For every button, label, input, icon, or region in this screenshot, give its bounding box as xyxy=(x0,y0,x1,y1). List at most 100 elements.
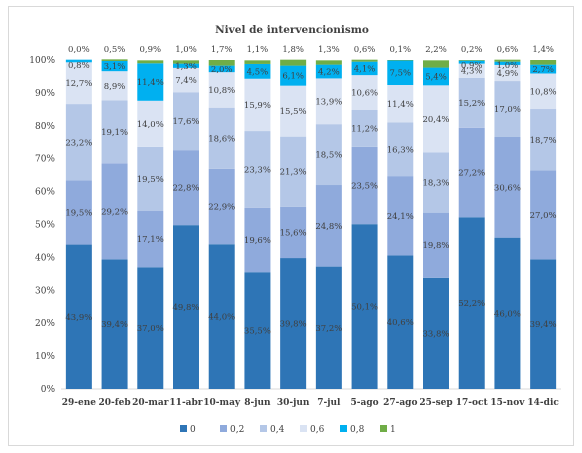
bar-segment xyxy=(244,131,271,208)
legend-swatch xyxy=(180,425,187,432)
bar-segment xyxy=(137,267,164,389)
legend-label: 0,2 xyxy=(230,425,244,435)
data-label: 39,8% xyxy=(280,320,307,330)
y-tick-label: 50% xyxy=(35,221,55,231)
y-tick-label: 20% xyxy=(35,319,55,329)
y-tick-label: 0% xyxy=(41,385,56,395)
data-label: 20,4% xyxy=(422,115,449,125)
bar-segment xyxy=(315,185,342,267)
x-tick-label: 15-nov xyxy=(490,398,525,408)
data-label: 37,2% xyxy=(315,324,342,334)
x-tick-label: 11-abr xyxy=(169,398,202,408)
data-label: 19,5% xyxy=(137,175,164,185)
data-label: 6,1% xyxy=(282,72,304,82)
data-label: 0,1% xyxy=(389,45,411,55)
x-tick-label: 20-feb xyxy=(98,398,130,408)
data-label: 1,3% xyxy=(318,45,340,55)
bar-segment xyxy=(101,100,128,164)
data-label: 52,2% xyxy=(458,299,485,309)
y-tick-label: 30% xyxy=(35,286,55,296)
legend-swatch xyxy=(260,425,267,432)
bar-segment xyxy=(423,85,449,153)
data-label: 0,0% xyxy=(68,45,90,55)
data-label: 27,0% xyxy=(530,211,557,221)
data-label: 4,5% xyxy=(247,67,269,77)
data-label: 0,5% xyxy=(104,45,126,55)
data-label: 17,6% xyxy=(172,117,199,127)
data-label: 18,7% xyxy=(530,136,557,146)
data-label: 22,8% xyxy=(172,184,199,194)
legend-swatch xyxy=(340,425,347,432)
bar-segment xyxy=(351,59,378,62)
data-label: 23,3% xyxy=(244,165,271,175)
data-label: 1,4% xyxy=(532,45,554,55)
bar-segment xyxy=(101,59,128,61)
bar-segment xyxy=(65,244,92,389)
data-label: 2,2% xyxy=(425,45,447,55)
data-label: 7,5% xyxy=(389,69,411,79)
bar-segment xyxy=(208,65,235,73)
data-label: 4,9% xyxy=(497,69,519,79)
bar-segment xyxy=(280,206,307,259)
bar-segment xyxy=(423,60,449,68)
bar-segment xyxy=(137,100,164,147)
bar-segment xyxy=(315,60,342,65)
legend-label: 0,4 xyxy=(270,425,285,435)
data-label: 0,6% xyxy=(354,45,376,55)
bar-segment xyxy=(280,65,307,86)
bar-segment xyxy=(101,60,128,72)
x-tick-label: 10-may xyxy=(203,398,241,408)
data-label: 24,8% xyxy=(315,222,342,232)
data-label: 4,3% xyxy=(461,67,483,77)
bar-segment xyxy=(280,258,307,389)
bar-segment xyxy=(351,224,378,389)
legend-label: 0,8 xyxy=(350,425,365,435)
data-label: 33,8% xyxy=(422,329,449,339)
data-label: 18,3% xyxy=(422,179,449,189)
data-label: 1,1% xyxy=(247,45,269,55)
bar-segment xyxy=(173,225,199,389)
legend-label: 0 xyxy=(190,425,196,435)
data-label: 3,1% xyxy=(104,62,126,72)
data-label: 22,9% xyxy=(208,203,235,213)
data-labels: 43,9% 19,5% 23,2% 12,7% 0,8% 0,0% 39,4% 29,2% 19… xyxy=(65,45,556,339)
data-label: 0,2% xyxy=(461,45,483,55)
bar-segment xyxy=(137,60,164,64)
bar-segment xyxy=(387,85,414,123)
data-label: 44,0% xyxy=(208,313,235,323)
data-label: 8,9% xyxy=(104,82,126,92)
bar-segment xyxy=(458,60,485,64)
legend-label: 1 xyxy=(390,425,396,435)
data-label: 0,6% xyxy=(497,45,519,55)
bar-segment xyxy=(423,212,449,278)
x-tick-label: 25-sep xyxy=(419,398,452,408)
x-tick-label: 5-ago xyxy=(351,398,379,408)
data-label: 18,6% xyxy=(208,134,235,144)
bar-segment xyxy=(458,217,485,389)
legend-swatch xyxy=(220,425,227,432)
bar-segment xyxy=(65,59,92,63)
y-tick-label: 60% xyxy=(35,188,55,198)
data-label: 11,2% xyxy=(351,124,378,134)
bar-segment xyxy=(315,64,342,79)
bar-segment xyxy=(173,60,199,64)
data-label: 15,2% xyxy=(458,99,485,109)
data-label: 4,1% xyxy=(354,64,376,74)
bar-segment xyxy=(208,168,235,245)
data-label: 50,1% xyxy=(351,303,378,313)
data-label: 17,0% xyxy=(494,105,521,115)
bar-segment xyxy=(530,64,557,74)
bar-segment xyxy=(351,110,378,147)
bar-segment xyxy=(494,136,521,238)
x-tick-label: 7-jul xyxy=(317,398,341,408)
data-label: 19,5% xyxy=(65,208,92,218)
data-label: 2,0% xyxy=(211,65,233,75)
chart-title: Nivel de intervencionismo xyxy=(215,24,369,36)
legend-swatch xyxy=(380,425,387,432)
stacked-bar-chart: Nivel de intervencionismo 0% 10% 20% 30% 40%… xyxy=(29,24,561,435)
data-label: 1,8% xyxy=(282,45,304,55)
x-tick-label: 14-dic xyxy=(527,398,559,408)
data-label: 39,4% xyxy=(101,320,128,330)
data-label: 1,3% xyxy=(175,62,197,72)
data-label: 24,1% xyxy=(387,212,414,222)
